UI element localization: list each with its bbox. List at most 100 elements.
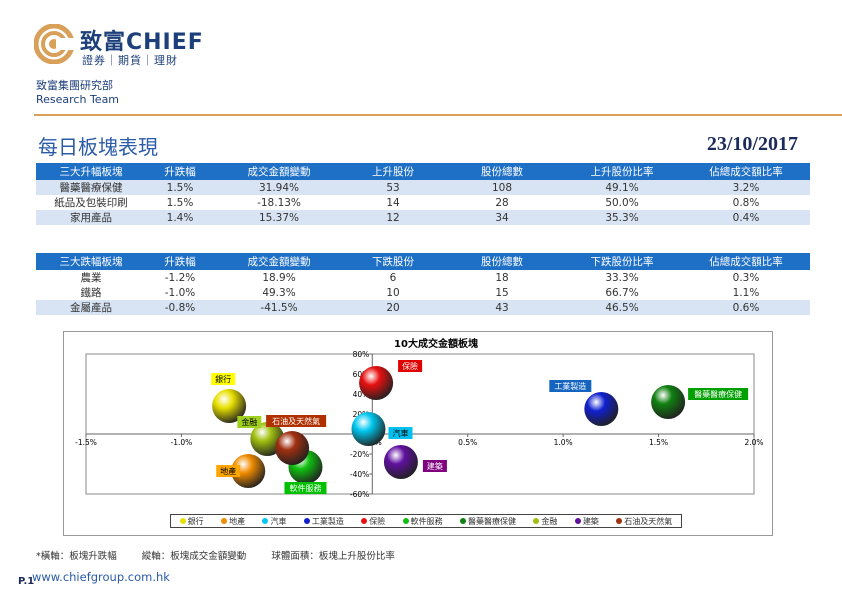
col-header: 升跌幅 — [146, 253, 214, 270]
legend-item: 醫藥醫療保健 — [460, 516, 516, 527]
bubble-label: 工業製造 — [554, 381, 586, 391]
y-tick-label: -20% — [350, 450, 369, 459]
y-tick-label: -40% — [350, 470, 369, 479]
bubble-label-box — [398, 360, 423, 372]
turnover-share: 0.3% — [682, 270, 810, 285]
bubble-point — [351, 412, 386, 446]
bubble-point — [651, 385, 686, 419]
x-tick-label: -1.5% — [75, 438, 97, 447]
legend-swatch — [460, 518, 467, 524]
report-date: 23/10/2017 — [706, 133, 798, 155]
bubble-label-box — [549, 380, 592, 392]
change-pct: -0.8% — [146, 300, 214, 315]
bubble-label-box — [237, 416, 262, 428]
legend-label: 石油及天然氣 — [624, 516, 673, 526]
total-count: 18 — [442, 270, 562, 285]
total-count: 34 — [442, 210, 562, 225]
legend-swatch — [361, 518, 368, 524]
bubble-label: 銀行 — [215, 374, 231, 384]
legend-swatch — [179, 518, 186, 524]
legend-item: 銀行 — [179, 516, 204, 527]
sector-name: 鐵路 — [36, 285, 146, 300]
plot-area — [85, 353, 755, 495]
x-tick-label: 1.0% — [554, 438, 573, 447]
table-row: 農業 -1.2% 18.9% 6 18 33.3% 0.3% — [36, 270, 810, 285]
table-header-row: 三大跌幅板塊 升跌幅 成交金額變動 下跌股份 股份總數 下跌股份比率 佔總成交額… — [36, 253, 810, 270]
legend-label: 工業製造 — [311, 516, 344, 526]
department-label: 致富集團研究部 Research Team — [36, 79, 119, 107]
bubble-label: 石油及天然氣 — [272, 416, 320, 426]
rising-count: 12 — [344, 210, 442, 225]
bubble-point — [212, 389, 247, 423]
col-header: 股份總數 — [442, 163, 562, 180]
legend-item: 保險 — [361, 516, 385, 527]
table-row: 家用產品 1.4% 15.37% 12 34 35.3% 0.4% — [36, 210, 810, 225]
sector-name: 醫藥醫療保健 — [36, 180, 146, 195]
legend-label: 保險 — [369, 516, 386, 526]
footnote: *橫軸：板塊升跌幅 縱軸：板塊成交金額變動 球體面積：板塊上升股份比率 — [36, 548, 417, 562]
turnover-change: 49.3% — [214, 285, 344, 300]
sector-name: 紙品及包裝印刷 — [36, 195, 146, 210]
sector-name: 金屬產品 — [36, 300, 146, 315]
legend-item: 工業製造 — [303, 516, 344, 527]
table-row: 醫藥醫療保健 1.5% 31.94% 53 108 49.1% 3.2% — [36, 180, 810, 195]
bubble-label: 地產 — [220, 466, 236, 476]
chart-legend: 銀行 地產 汽車 工業製造 保險 軟件服務 醫藥醫療保健 金融 建築 石油及天然氣 — [170, 514, 682, 528]
rising-ratio: 49.1% — [562, 180, 682, 195]
bubble-label-box — [216, 465, 241, 477]
bubble-point — [383, 445, 418, 479]
bubble-label: 金融 — [241, 417, 257, 427]
turnover-share: 1.1% — [682, 285, 810, 300]
table-row: 鐵路 -1.0% 49.3% 10 15 66.7% 1.1% — [36, 285, 810, 300]
bubble-label-box — [688, 388, 749, 400]
change-pct: 1.4% — [146, 210, 214, 225]
turnover-change: 18.9% — [214, 270, 344, 285]
legend-item: 軟件服務 — [402, 516, 443, 527]
logo-swirl-icon — [34, 24, 74, 64]
bubble-label: 醫藥醫療保健 — [694, 389, 742, 399]
col-header: 股份總數 — [442, 253, 562, 270]
table-row: 金屬產品 -0.8% -41.5% 20 43 46.5% 0.6% — [36, 300, 810, 315]
falling-ratio: 46.5% — [562, 300, 682, 315]
col-header: 三大跌幅板塊 — [36, 253, 146, 270]
legend-item: 建築 — [574, 516, 599, 527]
col-header: 上升股份比率 — [562, 163, 682, 180]
bubble-chart-frame: 10大成交金額板塊 -1.5%-1.0%-0.5%0.0%0.5%1.0%1.5… — [63, 331, 773, 536]
total-count: 15 — [442, 285, 562, 300]
x-tick-label: 0.5% — [458, 438, 477, 447]
total-count: 28 — [442, 195, 562, 210]
legend-label: 金融 — [541, 516, 558, 526]
legend-item: 金融 — [533, 516, 557, 527]
y-tick-label: 80% — [353, 350, 370, 359]
bubble-label: 保險 — [402, 361, 418, 371]
col-header: 三大升幅板塊 — [36, 163, 146, 180]
turnover-share: 0.6% — [682, 300, 810, 315]
department-en: Research Team — [36, 93, 120, 106]
legend-swatch — [303, 518, 310, 524]
bubble-point — [359, 366, 394, 400]
turnover-share: 0.8% — [682, 195, 810, 210]
col-header: 佔總成交額比率 — [682, 253, 810, 270]
col-header: 成交金額變動 — [214, 253, 344, 270]
change-pct: -1.2% — [146, 270, 214, 285]
table-header-row: 三大升幅板塊 升跌幅 成交金額變動 上升股份 股份總數 上升股份比率 佔總成交額… — [36, 163, 810, 180]
website-link[interactable]: www.chiefgroup.com.hk — [32, 570, 170, 584]
bubble-point — [231, 454, 266, 488]
y-tick-label: -60% — [350, 490, 369, 499]
bubble-point — [584, 392, 619, 426]
footnote-x-axis: *橫軸：板塊升跌幅 — [36, 551, 117, 562]
x-tick-label: -1.0% — [171, 438, 193, 447]
page-title: 每日板塊表現 — [38, 135, 158, 159]
brand-tagline: 證券｜期貨｜理財 — [82, 54, 178, 67]
legend-label: 建築 — [582, 516, 599, 526]
legend-swatch — [574, 518, 581, 524]
x-tick-label: 2.0% — [744, 438, 763, 447]
bubble-label-box — [388, 427, 413, 439]
falling-ratio: 66.7% — [562, 285, 682, 300]
col-header: 下跌股份 — [344, 253, 442, 270]
rising-ratio: 35.3% — [562, 210, 682, 225]
col-header: 佔總成交額比率 — [682, 163, 810, 180]
company-logo: 致富CHIEF 證券｜期貨｜理財 — [34, 22, 234, 68]
legend-item: 地產 — [221, 516, 245, 527]
falling-count: 20 — [344, 300, 442, 315]
